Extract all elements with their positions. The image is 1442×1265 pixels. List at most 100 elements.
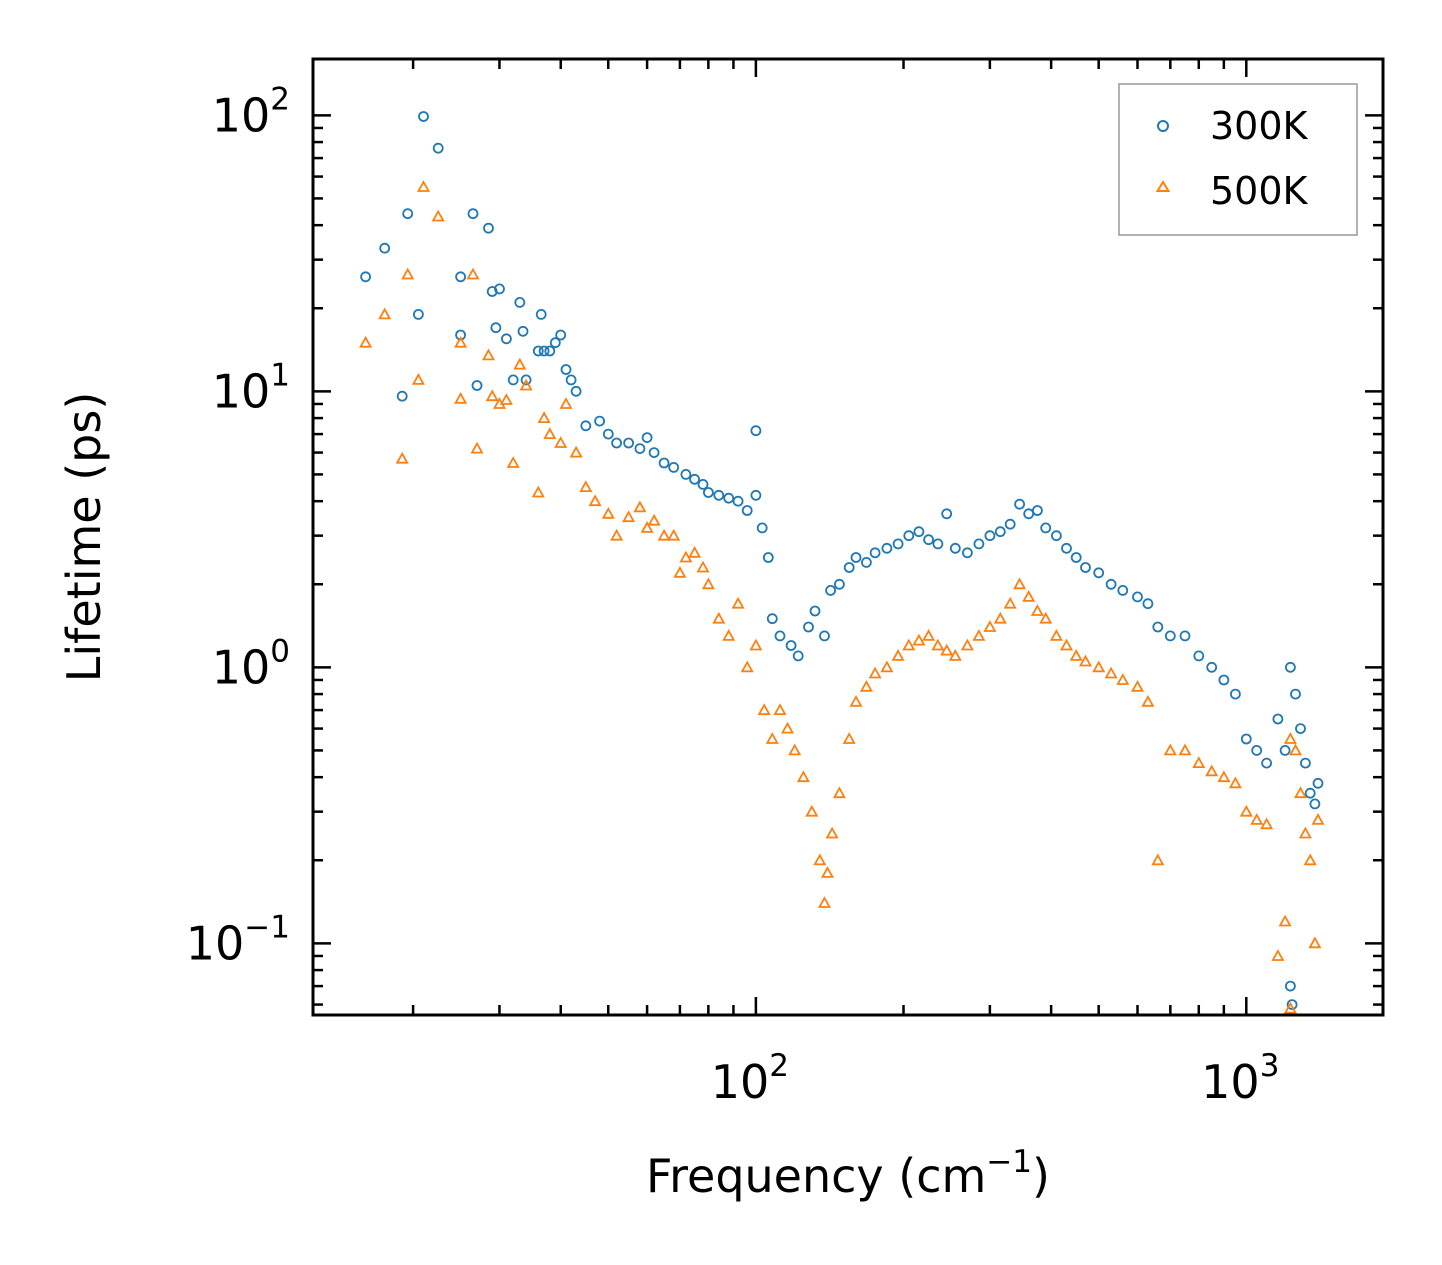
point-300k <box>602 428 614 440</box>
point-300k <box>432 142 444 154</box>
point-500k <box>579 480 593 493</box>
point-500k <box>1178 743 1192 756</box>
point-300k <box>1193 650 1205 662</box>
point-300k <box>1272 713 1284 725</box>
point-300k <box>984 530 996 542</box>
point-300k <box>648 447 660 459</box>
point-500k <box>1311 813 1325 825</box>
point-500k <box>499 393 513 405</box>
point-500k <box>948 649 962 661</box>
point-300k <box>756 522 768 534</box>
point-500k <box>1283 732 1297 744</box>
point-300k <box>1285 661 1296 673</box>
point-500k <box>559 397 573 409</box>
point-500k <box>633 500 647 513</box>
point-500k <box>788 743 802 756</box>
point-300k <box>402 208 414 220</box>
point-300k <box>500 333 512 345</box>
point-300k <box>535 308 547 320</box>
point-500k <box>673 565 687 578</box>
point-500k <box>972 629 986 641</box>
point-500k <box>1092 660 1106 673</box>
plot-frame <box>311 57 1385 1017</box>
point-300k <box>1152 621 1164 633</box>
point-500k <box>940 643 954 656</box>
point-300k <box>565 374 577 386</box>
point-500k <box>922 629 936 641</box>
point-500k <box>805 804 819 817</box>
point-500k <box>880 660 894 673</box>
point-500k <box>1228 776 1242 789</box>
point-300k <box>741 505 753 516</box>
x-axis-title: Frequency (cm−1) <box>646 1144 1050 1203</box>
point-300k <box>1286 999 1298 1010</box>
point-500k <box>773 703 787 715</box>
point-500k <box>601 506 615 519</box>
point-300k <box>973 538 985 550</box>
point-500k <box>817 896 832 908</box>
point-500k <box>688 545 702 558</box>
point-300k <box>1218 674 1230 686</box>
point-500k <box>765 732 779 744</box>
point-300k <box>1117 585 1129 596</box>
point-500k <box>466 267 480 280</box>
point-500k <box>983 620 997 632</box>
point-300k <box>641 432 653 444</box>
point-300k <box>1070 552 1082 563</box>
point-300k <box>1295 723 1306 734</box>
point-500k <box>481 348 496 361</box>
point-300k <box>881 542 893 554</box>
point-500k <box>891 649 905 661</box>
point-300k <box>611 437 622 449</box>
point-500k <box>780 721 795 734</box>
point-500k <box>647 513 661 526</box>
point-500k <box>1250 813 1264 825</box>
point-500k <box>1260 817 1274 830</box>
point-500k <box>1013 577 1027 590</box>
point-300k <box>1014 498 1025 510</box>
point-300k <box>1061 542 1072 554</box>
point-500k <box>1278 914 1292 927</box>
point-300k <box>1093 567 1105 579</box>
point-500k <box>640 521 654 533</box>
legend-box <box>1118 83 1358 236</box>
point-500k <box>1283 1001 1297 1014</box>
x-tick-label-100: 102 <box>711 1048 789 1109</box>
point-300k <box>1032 505 1043 516</box>
point-500k <box>859 679 873 692</box>
point-500k <box>588 494 602 507</box>
point-300k <box>514 296 526 308</box>
point-500k <box>531 485 545 498</box>
point-300k <box>1004 518 1016 530</box>
point-500k <box>667 528 681 541</box>
point-300k <box>1164 630 1176 642</box>
point-300k <box>1132 591 1143 603</box>
point-300k <box>809 605 821 617</box>
point-300k <box>412 308 424 320</box>
legend-label-300k: 300K <box>1210 104 1309 148</box>
point-500k <box>796 770 810 783</box>
point-500k <box>1078 654 1093 667</box>
point-500k <box>1022 590 1036 602</box>
point-500k <box>701 577 715 590</box>
point-300k <box>1080 562 1091 573</box>
point-500k <box>411 373 425 385</box>
point-500k <box>431 209 445 222</box>
point-300k <box>819 630 830 642</box>
point-500k <box>993 611 1007 624</box>
point-300k <box>1279 745 1291 756</box>
point-300k <box>483 222 494 234</box>
point-500k <box>1030 604 1044 616</box>
point-300k <box>1290 688 1301 700</box>
point-300k <box>1285 980 1296 992</box>
point-500k <box>722 629 736 641</box>
point-500k <box>543 427 557 440</box>
series-500k <box>359 180 1325 1014</box>
point-500k <box>849 694 863 707</box>
point-300k <box>623 437 634 449</box>
legend-marker-300k <box>1157 120 1169 132</box>
point-500k <box>1217 770 1231 783</box>
point-300k <box>532 345 544 357</box>
point-500k <box>696 560 710 573</box>
y-tick-label-10: 101 <box>212 357 290 418</box>
